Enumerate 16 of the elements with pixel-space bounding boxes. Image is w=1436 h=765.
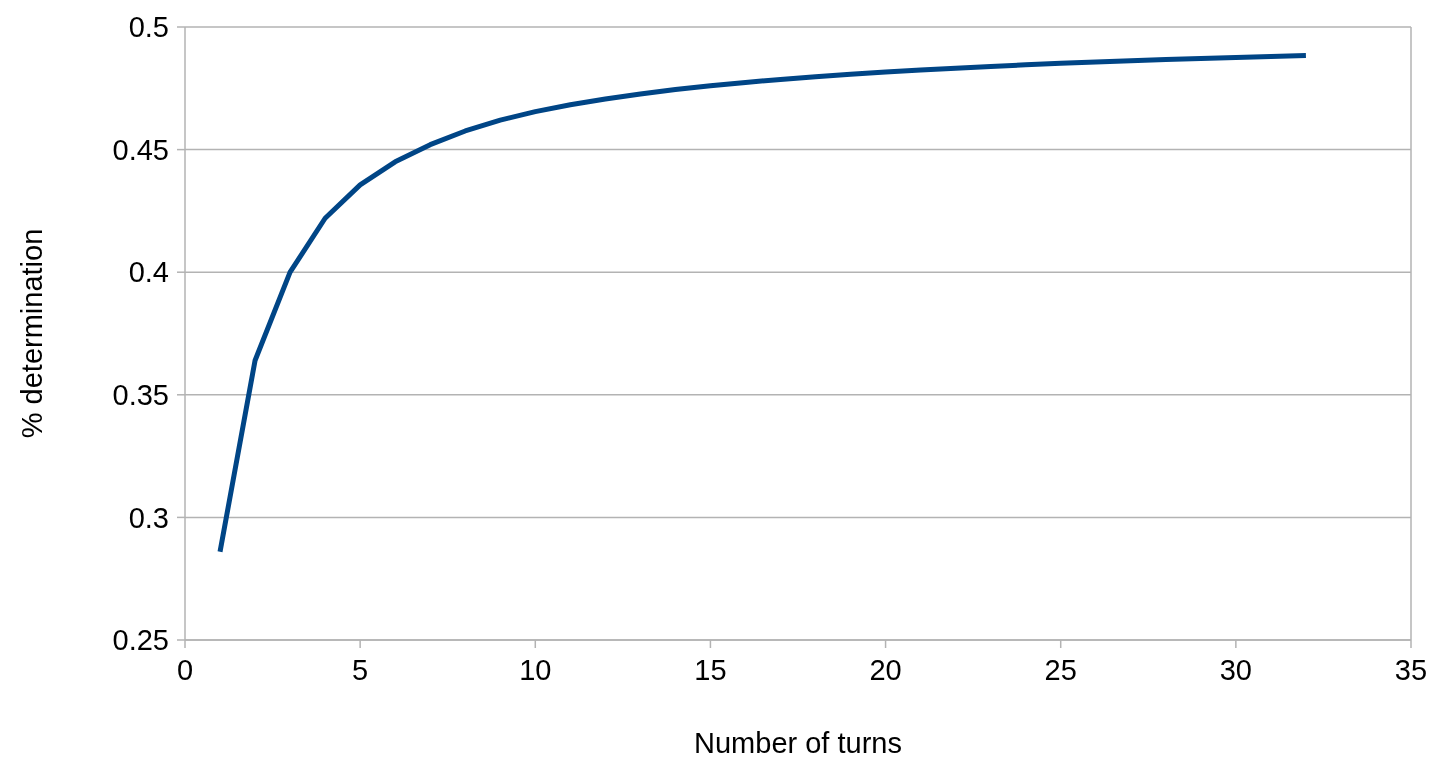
y-tick-label: 0.3 <box>128 501 169 534</box>
y-tick-label: 0.45 <box>112 133 169 166</box>
x-tick-label: 5 <box>352 654 369 686</box>
x-tick-label: 10 <box>519 654 552 686</box>
x-tick-label: 35 <box>1394 654 1428 686</box>
y-tick-label: 0.25 <box>112 624 169 657</box>
x-tick-label: 15 <box>694 654 727 686</box>
x-axis-title: Number of turns <box>694 727 902 759</box>
x-tick-label: 0 <box>176 654 194 686</box>
x-tick-label: 25 <box>1044 654 1077 686</box>
y-tick-label: 0.35 <box>112 378 169 411</box>
x-tick-label: 30 <box>1219 654 1252 686</box>
y-axis-title: % determination <box>16 228 48 439</box>
y-tick-label: 0.5 <box>128 11 169 44</box>
y-tick-label: 0.4 <box>128 256 169 289</box>
x-tick-label: 20 <box>869 654 902 686</box>
